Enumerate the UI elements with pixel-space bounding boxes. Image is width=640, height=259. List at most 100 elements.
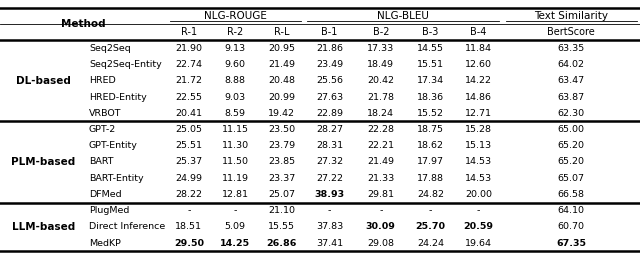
Text: 26.86: 26.86 — [266, 239, 297, 248]
Text: 22.89: 22.89 — [316, 109, 343, 118]
Text: R-2: R-2 — [227, 27, 243, 37]
Text: 14.53: 14.53 — [465, 174, 492, 183]
Text: 20.42: 20.42 — [367, 76, 394, 85]
Text: -: - — [379, 206, 383, 215]
Text: PLM-based: PLM-based — [11, 157, 76, 167]
Text: 24.99: 24.99 — [175, 174, 202, 183]
Text: -: - — [429, 206, 432, 215]
Text: 21.49: 21.49 — [268, 60, 295, 69]
Text: 29.08: 29.08 — [367, 239, 394, 248]
Text: 11.19: 11.19 — [221, 174, 249, 183]
Text: BertScore: BertScore — [547, 27, 595, 37]
Text: 19.64: 19.64 — [465, 239, 492, 248]
Text: 23.85: 23.85 — [268, 157, 295, 167]
Text: 63.35: 63.35 — [557, 44, 585, 53]
Text: 65.07: 65.07 — [557, 174, 585, 183]
Text: 25.51: 25.51 — [175, 141, 202, 150]
Text: BART: BART — [89, 157, 113, 167]
Text: 21.78: 21.78 — [367, 92, 394, 102]
Text: 60.70: 60.70 — [557, 222, 585, 231]
Text: PlugMed: PlugMed — [89, 206, 129, 215]
Text: 22.21: 22.21 — [367, 141, 394, 150]
Text: 14.25: 14.25 — [220, 239, 250, 248]
Text: 14.22: 14.22 — [465, 76, 492, 85]
Text: 30.09: 30.09 — [366, 222, 396, 231]
Text: 21.49: 21.49 — [367, 157, 394, 167]
Text: 17.34: 17.34 — [417, 76, 444, 85]
Text: 23.79: 23.79 — [268, 141, 295, 150]
Text: 15.28: 15.28 — [465, 125, 492, 134]
Text: 29.50: 29.50 — [174, 239, 204, 248]
Text: 18.62: 18.62 — [417, 141, 444, 150]
Text: 11.84: 11.84 — [465, 44, 492, 53]
Text: 21.10: 21.10 — [268, 206, 295, 215]
Text: 25.07: 25.07 — [268, 190, 295, 199]
Text: 15.52: 15.52 — [417, 109, 444, 118]
Text: 12.60: 12.60 — [465, 60, 492, 69]
Text: Seq2Seq: Seq2Seq — [89, 44, 131, 53]
Text: VRBOT: VRBOT — [89, 109, 122, 118]
Text: 65.20: 65.20 — [557, 157, 585, 167]
Text: 37.41: 37.41 — [316, 239, 343, 248]
Text: B-3: B-3 — [422, 27, 438, 37]
Text: DL-based: DL-based — [16, 76, 70, 86]
Text: 25.05: 25.05 — [175, 125, 202, 134]
Text: 21.86: 21.86 — [316, 44, 343, 53]
Text: 28.22: 28.22 — [175, 190, 202, 199]
Text: 20.48: 20.48 — [268, 76, 295, 85]
Text: 9.13: 9.13 — [225, 44, 246, 53]
Text: 5.09: 5.09 — [225, 222, 246, 231]
Text: 27.32: 27.32 — [316, 157, 343, 167]
Text: 20.95: 20.95 — [268, 44, 295, 53]
Text: 25.70: 25.70 — [415, 222, 445, 231]
Text: 8.59: 8.59 — [225, 109, 246, 118]
Text: -: - — [187, 206, 191, 215]
Text: Direct Inference: Direct Inference — [89, 222, 165, 231]
Text: 65.20: 65.20 — [557, 141, 585, 150]
Text: 65.00: 65.00 — [557, 125, 585, 134]
Text: 18.49: 18.49 — [367, 60, 394, 69]
Text: 18.51: 18.51 — [175, 222, 202, 231]
Text: 9.60: 9.60 — [225, 60, 246, 69]
Text: 23.37: 23.37 — [268, 174, 295, 183]
Text: 18.36: 18.36 — [417, 92, 444, 102]
Text: R-L: R-L — [274, 27, 289, 37]
Text: 20.59: 20.59 — [463, 222, 493, 231]
Text: 23.50: 23.50 — [268, 125, 295, 134]
Text: NLG-ROUGE: NLG-ROUGE — [204, 11, 267, 21]
Text: 17.97: 17.97 — [417, 157, 444, 167]
Text: 12.81: 12.81 — [221, 190, 249, 199]
Text: B-2: B-2 — [372, 27, 389, 37]
Text: 18.75: 18.75 — [417, 125, 444, 134]
Text: 28.31: 28.31 — [316, 141, 343, 150]
Text: GPT-2: GPT-2 — [89, 125, 116, 134]
Text: 63.87: 63.87 — [557, 92, 585, 102]
Text: 12.71: 12.71 — [465, 109, 492, 118]
Text: 15.55: 15.55 — [268, 222, 295, 231]
Text: 11.30: 11.30 — [221, 141, 249, 150]
Text: 37.83: 37.83 — [316, 222, 343, 231]
Text: R-1: R-1 — [180, 27, 197, 37]
Text: 19.42: 19.42 — [268, 109, 295, 118]
Text: 20.00: 20.00 — [465, 190, 492, 199]
Text: B-1: B-1 — [321, 27, 338, 37]
Text: -: - — [234, 206, 237, 215]
Text: 22.55: 22.55 — [175, 92, 202, 102]
Text: 9.03: 9.03 — [225, 92, 246, 102]
Text: 67.35: 67.35 — [556, 239, 586, 248]
Text: -: - — [328, 206, 332, 215]
Text: BART-Entity: BART-Entity — [89, 174, 143, 183]
Text: 62.30: 62.30 — [557, 109, 585, 118]
Text: 64.10: 64.10 — [557, 206, 585, 215]
Text: Seq2Seq-Entity: Seq2Seq-Entity — [89, 60, 162, 69]
Text: MedKP: MedKP — [89, 239, 121, 248]
Text: 24.24: 24.24 — [417, 239, 444, 248]
Text: HRED-Entity: HRED-Entity — [89, 92, 147, 102]
Text: 66.58: 66.58 — [557, 190, 585, 199]
Text: 11.50: 11.50 — [221, 157, 249, 167]
Text: 14.53: 14.53 — [465, 157, 492, 167]
Text: 23.49: 23.49 — [316, 60, 343, 69]
Text: 15.51: 15.51 — [417, 60, 444, 69]
Text: Text Similarity: Text Similarity — [534, 11, 608, 21]
Text: 20.99: 20.99 — [268, 92, 295, 102]
